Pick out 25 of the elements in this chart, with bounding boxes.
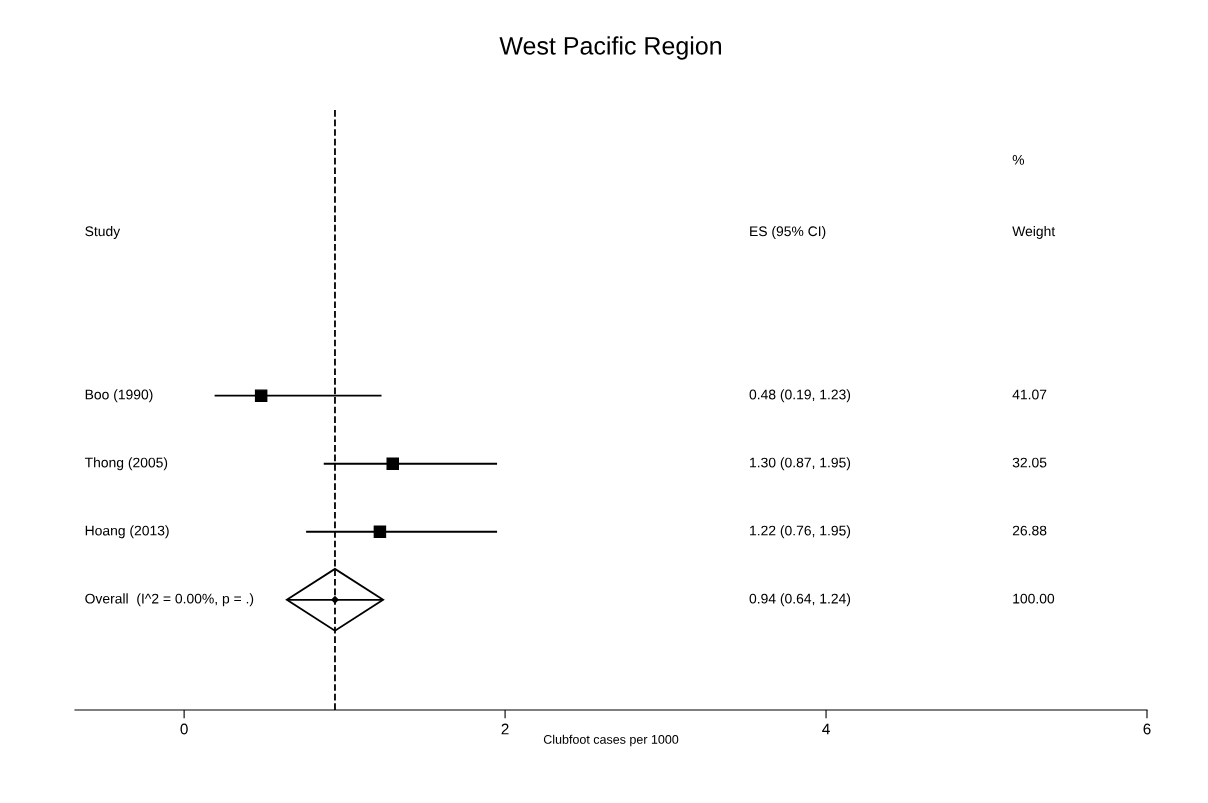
chart-title: West Pacific Region <box>499 36 722 60</box>
text: % <box>1012 154 1025 165</box>
x-axis-title: Clubfoot cases per 1000 <box>543 734 679 747</box>
point <box>373 525 387 539</box>
annotation: 0.94 (0.64, 1.24) <box>749 593 851 607</box>
y-tick-label: Hoang (2013) <box>85 525 169 539</box>
point <box>386 457 399 470</box>
annotation: 100.00 <box>1013 593 1055 604</box>
text: Weight <box>1012 225 1056 239</box>
x-tick-label: 0 <box>180 723 188 735</box>
annotation: 0.48 (0.19, 1.23) <box>749 389 851 403</box>
annotation: 41.07 <box>1012 389 1047 400</box>
x-tick-label: 6 <box>1143 723 1151 735</box>
text: ES (95% CI) <box>750 225 826 239</box>
annotation: 1.30 (0.87, 1.95) <box>750 457 851 471</box>
y-tick-label: Boo (1990) <box>85 389 153 403</box>
x-tick-label: 2 <box>501 723 509 735</box>
point <box>254 389 268 402</box>
x-tick-label: 4 <box>822 723 830 735</box>
annotation: 26.88 <box>1012 525 1047 536</box>
y-tick-label: Thong (2005) <box>84 457 168 471</box>
text: Study <box>85 225 121 239</box>
y-tick-label: Overall (I^2 = 0.00%, p = .) <box>85 593 254 607</box>
annotation: 1.22 (0.76, 1.95) <box>750 525 851 539</box>
annotation: 32.05 <box>1012 457 1047 468</box>
